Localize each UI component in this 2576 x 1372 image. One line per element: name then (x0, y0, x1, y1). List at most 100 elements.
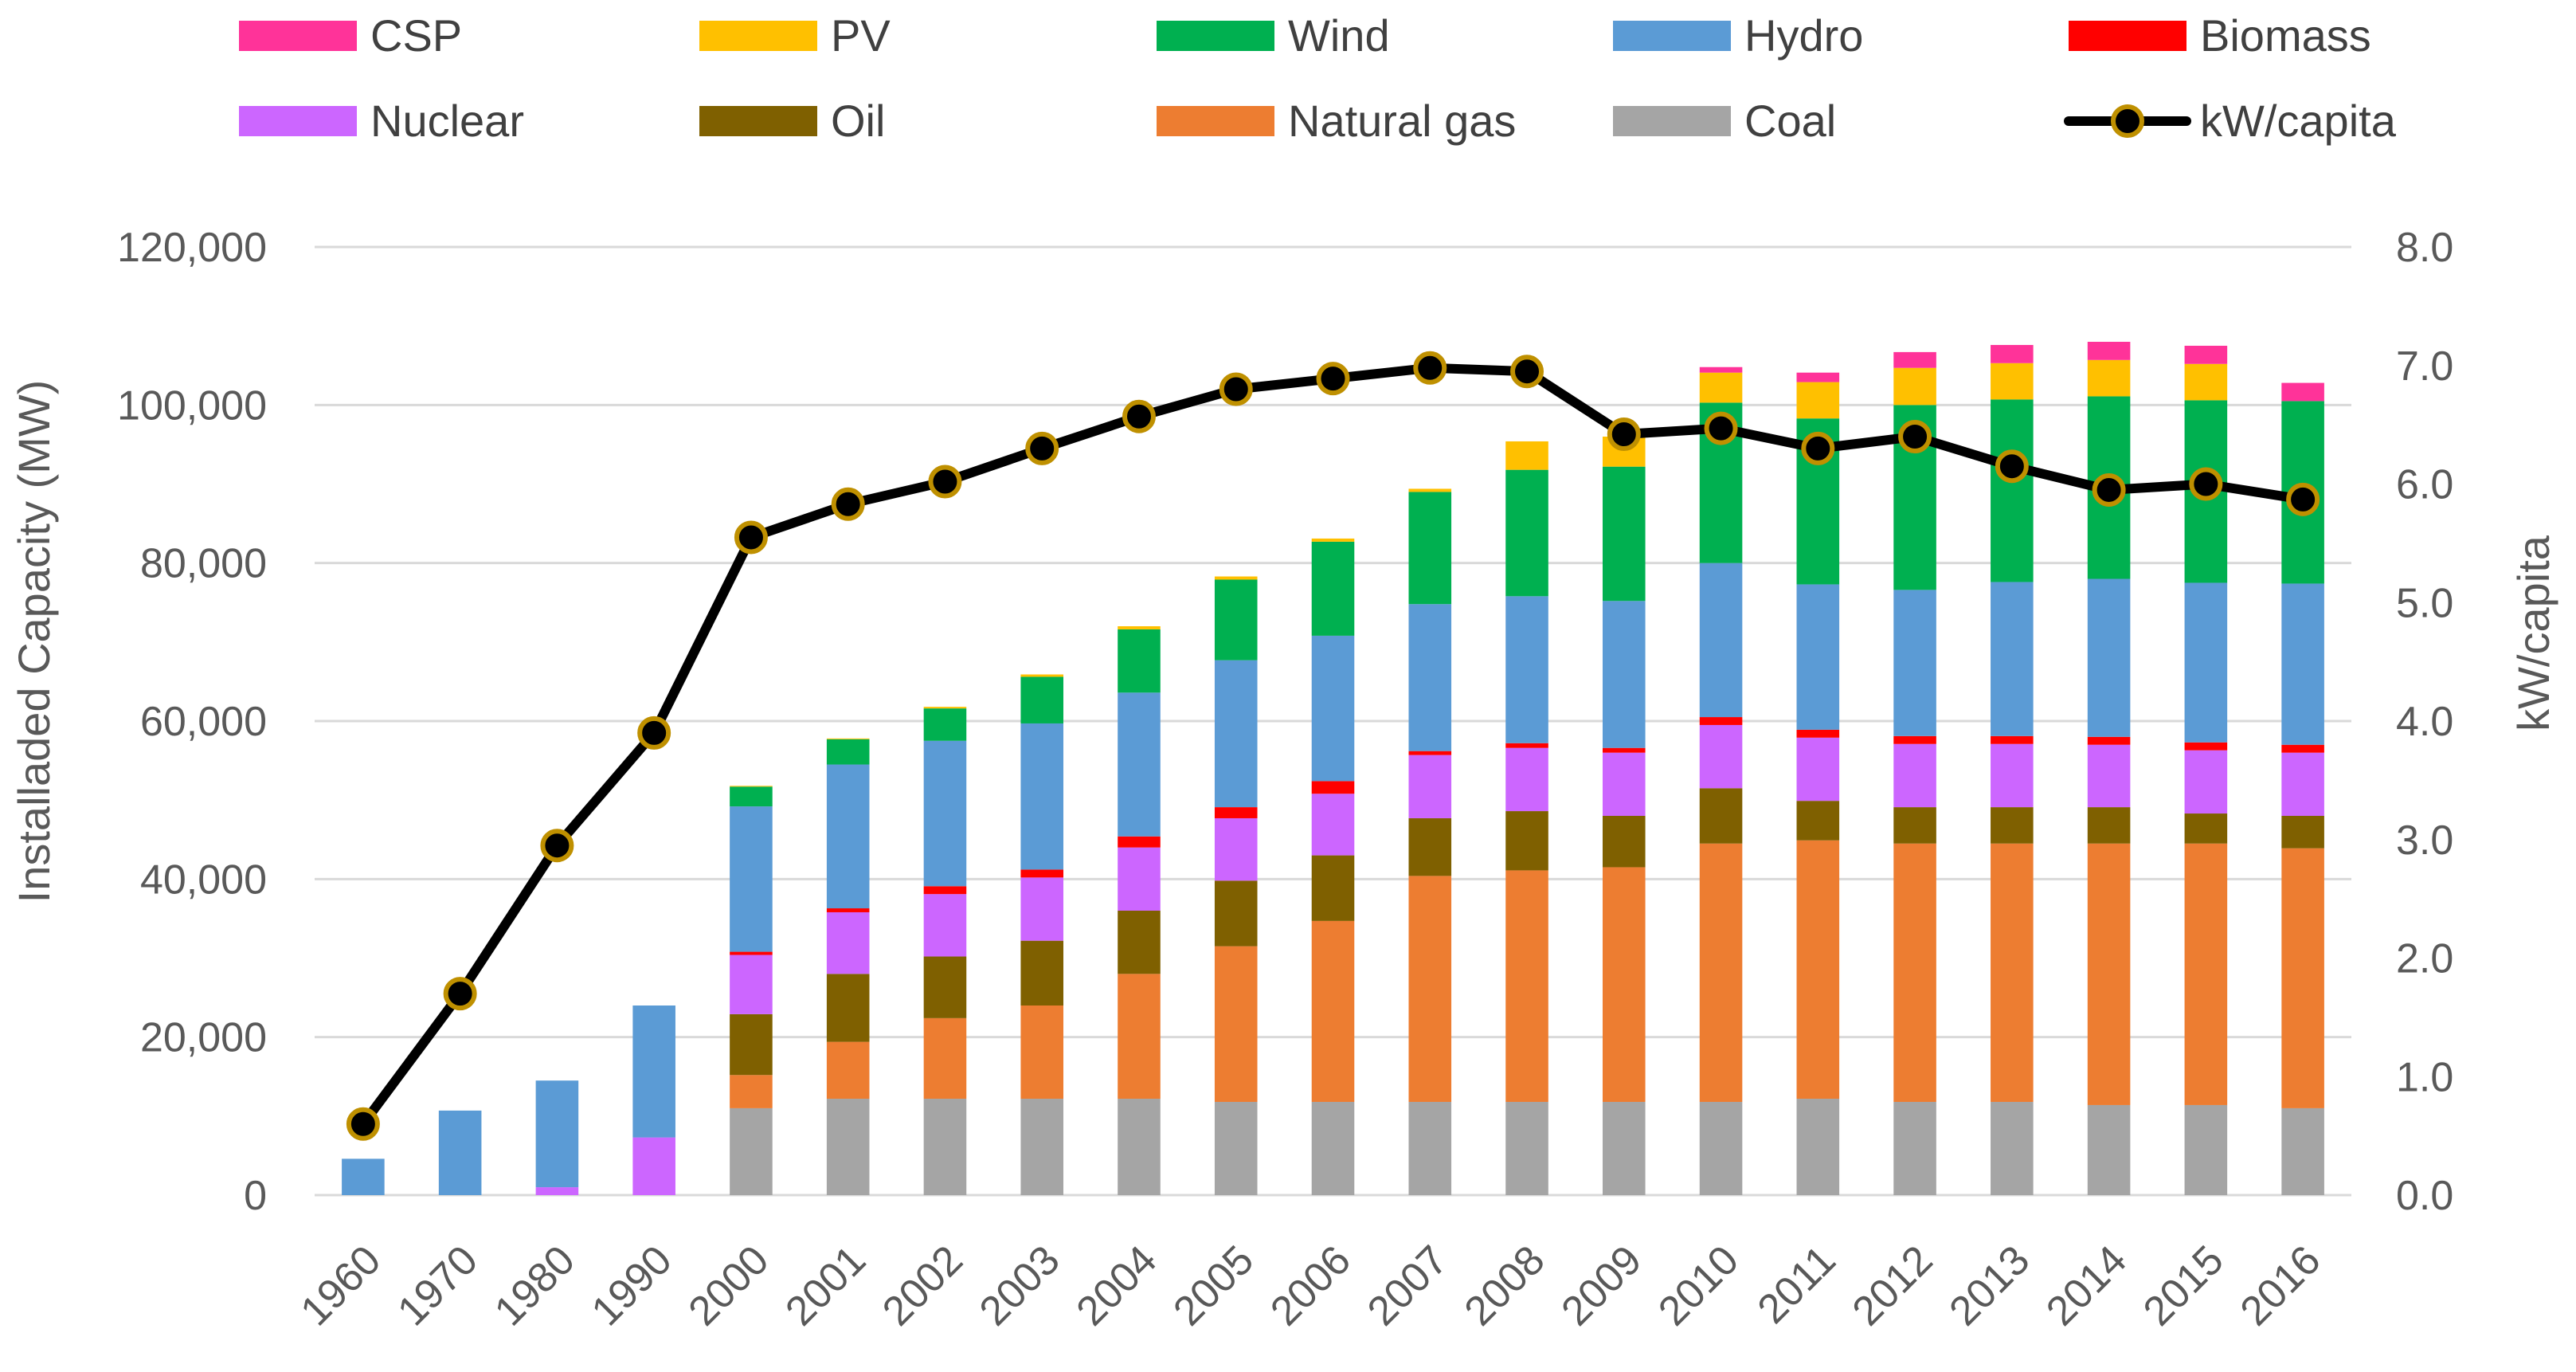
x-axis-tick-label: 2012 (1844, 1237, 1942, 1335)
x-axis-tick-label: 2009 (1552, 1237, 1650, 1335)
bar-segment-oil (826, 974, 870, 1042)
left-axis-tick-label: 20,000 (140, 1015, 267, 1061)
legend-marker-kw-capita (2111, 104, 2144, 138)
kw-per-capita-point (1025, 431, 1059, 465)
bar-segment-oil (1020, 940, 1064, 1005)
bar-segment-coal (1214, 1101, 1258, 1195)
bar-segment-oil (1311, 855, 1355, 921)
bar-segment-csp (2281, 382, 2324, 402)
kw-per-capita-point (928, 465, 962, 499)
bar-segment-biomass (1602, 747, 1646, 753)
bar-segment-wind (1602, 466, 1646, 602)
bar-segment-wind (1214, 579, 1258, 661)
bar-segment-wind (730, 786, 773, 807)
bar-segment-natural-gas (2184, 843, 2228, 1105)
legend-label-oil: Oil (831, 96, 885, 146)
bar-segment-hydro (342, 1158, 385, 1195)
bar-segment-nuclear (1214, 817, 1258, 881)
bar-segment-oil (1214, 880, 1258, 947)
x-axis-tick-label: 2007 (1359, 1237, 1457, 1335)
bar-segment-coal (1020, 1099, 1064, 1195)
bar-segment-hydro (535, 1080, 579, 1188)
bar-segment-pv (1893, 367, 1936, 406)
left-axis-tick-label: 40,000 (140, 857, 267, 903)
bar-segment-coal (1505, 1101, 1548, 1195)
bar-segment-pv (1796, 382, 1840, 419)
legend-swatch-wind (1157, 21, 1274, 51)
bar-segment-biomass (1118, 836, 1161, 848)
bar-segment-coal (826, 1099, 870, 1195)
bar-segment-natural-gas (1991, 843, 2034, 1102)
right-axis-tick-label: 4.0 (2396, 699, 2453, 745)
bar-segment-nuclear (1991, 743, 2034, 808)
legend-label-biomass: Biomass (2200, 10, 2371, 61)
bar-segment-wind (923, 708, 967, 741)
x-axis-tick-label: 1970 (389, 1237, 487, 1335)
right-axis-tick-label: 7.0 (2396, 343, 2453, 390)
bar-segment-hydro (1311, 635, 1355, 782)
bar-segment-coal (1991, 1101, 2034, 1195)
bar-segment-wind (1311, 541, 1355, 636)
bar-segment-pv (1214, 576, 1258, 580)
legend-swatch-natural-gas (1157, 106, 1274, 136)
right-axis-tick-label: 6.0 (2396, 462, 2453, 508)
legend-swatch-pv (699, 21, 817, 51)
x-axis-tick-label: 2005 (1165, 1237, 1263, 1335)
bar-segment-nuclear (1020, 877, 1064, 941)
x-axis-tick-label: 1980 (486, 1237, 584, 1335)
bar-segment-hydro (1699, 563, 1743, 718)
bar-segment-hydro (923, 740, 967, 887)
legend: CSP PV Wind Hydro Biomass Nuclear Oil Natural g… (239, 10, 2397, 146)
bar-segment-oil (1796, 801, 1840, 841)
bar-segment-hydro (1991, 582, 2034, 736)
bar-segment-csp (1699, 367, 1743, 373)
kw-per-capita-point (1704, 411, 1738, 445)
bar-segment-hydro (1408, 604, 1452, 751)
bar-segment-coal (2087, 1104, 2131, 1195)
bar-segment-oil (923, 956, 967, 1018)
bar-segment-nuclear (1602, 752, 1646, 816)
legend-label-hydro: Hydro (1744, 10, 1863, 61)
bar-segment-oil (2087, 807, 2131, 844)
bar-segment-oil (1699, 788, 1743, 844)
bar-segment-biomass (2281, 744, 2324, 753)
x-axis-tick-label: 2001 (777, 1237, 875, 1335)
right-axis-title: kW/capita (2508, 535, 2558, 731)
bar-segment-natural-gas (1796, 840, 1840, 1100)
bar-segment-pv (1699, 372, 1743, 403)
legend-swatch-biomass (2069, 21, 2186, 51)
bar-segment-biomass (2184, 742, 2228, 751)
kw-per-capita-point (1316, 362, 1350, 396)
bar-segment-natural-gas (730, 1075, 773, 1108)
bar-segment-natural-gas (1214, 946, 1258, 1102)
legend-label-pv: PV (831, 10, 891, 61)
bar-segment-oil (1505, 811, 1548, 871)
kw-per-capita-point (1219, 372, 1253, 406)
bar-segment-biomass (923, 886, 967, 895)
bar-segment-biomass (1505, 743, 1548, 748)
bar-segment-coal (730, 1107, 773, 1195)
kw-per-capita-point (637, 715, 671, 750)
bar-segment-biomass (1991, 735, 2034, 744)
bar-segment-nuclear (2281, 752, 2324, 816)
legend-swatch-csp (239, 21, 357, 51)
right-axis-tick-label: 2.0 (2396, 936, 2453, 982)
legend-label-nuclear: Nuclear (370, 96, 524, 146)
x-axis-tick-label: 1960 (292, 1237, 390, 1335)
bar-segment-hydro (1893, 590, 1936, 736)
right-axis-tick-label: 8.0 (2396, 225, 2453, 271)
legend-swatch-oil (699, 106, 817, 136)
left-axis-tick-label: 120,000 (117, 225, 267, 271)
bar-segment-nuclear (632, 1137, 675, 1195)
bar-segment-hydro (2087, 578, 2131, 737)
bar-segment-natural-gas (1602, 867, 1646, 1102)
bar-segment-nuclear (923, 894, 967, 957)
bar-segment-coal (1602, 1101, 1646, 1195)
legend-swatch-nuclear (239, 106, 357, 136)
bar-segment-nuclear (1699, 724, 1743, 789)
kw-per-capita-point (734, 520, 768, 555)
right-axis-tick-label: 5.0 (2396, 580, 2453, 626)
bar-segment-natural-gas (1311, 920, 1355, 1102)
